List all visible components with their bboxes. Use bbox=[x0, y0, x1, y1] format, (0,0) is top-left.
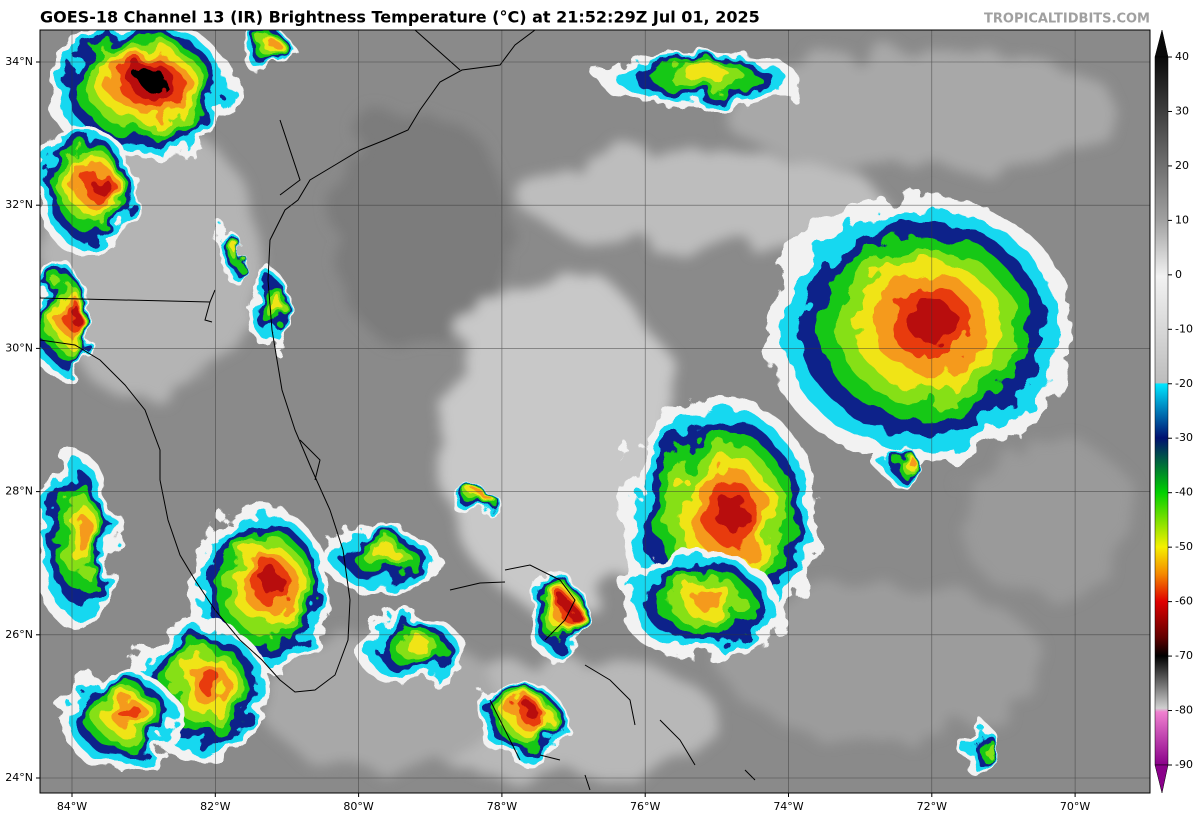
cloud-layer bbox=[404, 636, 431, 654]
lon-label: 78°W bbox=[487, 800, 517, 813]
lon-label: 74°W bbox=[773, 800, 803, 813]
cloud-layer bbox=[76, 516, 92, 552]
cloud-layer bbox=[524, 705, 540, 719]
lat-label: 26°N bbox=[5, 628, 33, 641]
cloud-layer bbox=[89, 171, 105, 193]
cloud-layer bbox=[716, 492, 748, 532]
cloud-layer bbox=[905, 455, 913, 463]
colorbar-tick-label: 10 bbox=[1175, 213, 1189, 226]
lat-label: 24°N bbox=[5, 771, 33, 784]
lat-label: 32°N bbox=[5, 198, 33, 211]
colorbar-tick-label: -70 bbox=[1175, 649, 1193, 662]
cloud-layer bbox=[693, 588, 725, 610]
cloud-layer bbox=[234, 244, 241, 256]
colorbar: 40 30 20 10 0 -10 -20 -30 -40 -50 -60 -70 -80 -90 bbox=[1154, 29, 1193, 794]
colorbar-tick-label: 30 bbox=[1175, 104, 1189, 117]
colorbar-tick-label: -30 bbox=[1175, 431, 1193, 444]
lat-label: 28°N bbox=[5, 485, 33, 498]
colorbar-tick-label: 0 bbox=[1175, 268, 1182, 281]
cloud-layer bbox=[260, 568, 284, 596]
cloud-layer bbox=[684, 68, 731, 82]
colorbar-tick-label: -90 bbox=[1175, 758, 1193, 771]
watermark: TROPICALTIDBITS.COM bbox=[984, 12, 1150, 27]
lon-label: 76°W bbox=[630, 800, 660, 813]
cloud-layer bbox=[139, 71, 168, 91]
coastlines bbox=[40, 30, 756, 791]
lon-label: 82°W bbox=[200, 800, 230, 813]
cloud-layer bbox=[981, 737, 991, 755]
colorbar-tick-label: 20 bbox=[1175, 159, 1189, 172]
imagery bbox=[40, 30, 1150, 793]
lon-label: 70°W bbox=[1060, 800, 1090, 813]
map-frame bbox=[39, 29, 1151, 794]
convection bbox=[40, 30, 1075, 780]
cloud-layer bbox=[272, 295, 283, 315]
cloud-layer bbox=[479, 493, 489, 499]
cloud-layer bbox=[119, 704, 142, 722]
colorbar-tick-label: -10 bbox=[1175, 322, 1193, 335]
lon-label: 80°W bbox=[343, 800, 373, 813]
cloud-layer bbox=[198, 670, 223, 696]
lat-label: 34°N bbox=[5, 55, 33, 68]
cloud-layer bbox=[269, 39, 279, 49]
colorbar-tick-label: -40 bbox=[1175, 486, 1193, 499]
colorbar-tick-label: 40 bbox=[1175, 50, 1189, 63]
cloud-layer bbox=[562, 599, 572, 615]
cloud-layer bbox=[373, 548, 402, 562]
graticule bbox=[40, 30, 1150, 793]
lon-label: 72°W bbox=[917, 800, 947, 813]
colorbar-tick-label: -80 bbox=[1175, 704, 1193, 717]
colorbar-tick-label: -60 bbox=[1175, 595, 1193, 608]
lon-label: 84°W bbox=[57, 800, 87, 813]
colorbar-tick-label: -50 bbox=[1175, 540, 1193, 553]
colorbar-tick-label: -20 bbox=[1175, 377, 1193, 390]
title: GOES-18 Channel 13 (IR) Brightness Tempe… bbox=[40, 8, 760, 27]
lat-label: 30°N bbox=[5, 341, 33, 354]
